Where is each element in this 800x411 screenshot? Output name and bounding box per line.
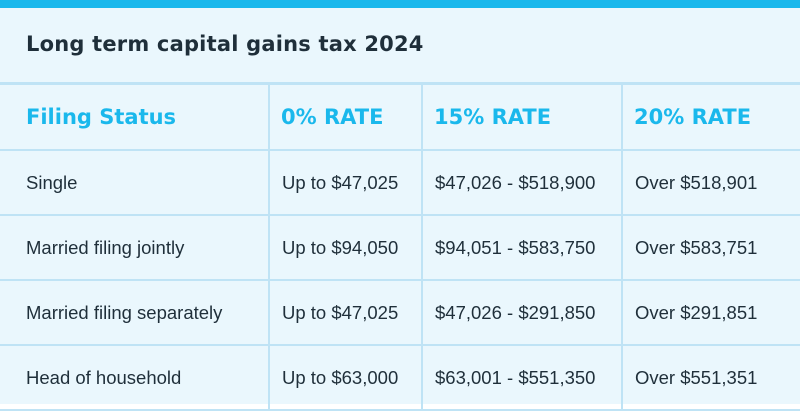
cell-0-rate: Up to $94,050 — [268, 214, 423, 281]
cell-filing-status: Single — [0, 149, 270, 216]
header-15-rate: 15% RATE — [421, 83, 623, 151]
cell-filing-status: Married filing separately — [0, 279, 270, 346]
cell-20-rate: Over $551,351 — [621, 344, 800, 411]
header-filing-status: Filing Status — [0, 83, 270, 151]
title-row: Long term capital gains tax 2024 — [0, 8, 800, 84]
table-row: Married filing jointly Up to $94,050 $94… — [0, 214, 800, 281]
table-title: Long term capital gains tax 2024 — [26, 32, 424, 56]
cell-0-rate: Up to $47,025 — [268, 279, 423, 346]
table-row: Married filing separately Up to $47,025 … — [0, 279, 800, 346]
table-row: Head of household Up to $63,000 $63,001 … — [0, 344, 800, 411]
cell-filing-status: Married filing jointly — [0, 214, 270, 281]
table-header-row: Filing Status 0% RATE 15% RATE 20% RATE — [0, 83, 800, 151]
cell-filing-status: Head of household — [0, 344, 270, 411]
capital-gains-table: Filing Status 0% RATE 15% RATE 20% RATE … — [0, 83, 800, 411]
cell-20-rate: Over $583,751 — [621, 214, 800, 281]
tax-table-card: Long term capital gains tax 2024 Filing … — [0, 8, 800, 411]
cell-15-rate: $47,026 - $291,850 — [421, 279, 623, 346]
cell-15-rate: $47,026 - $518,900 — [421, 149, 623, 216]
cell-20-rate: Over $291,851 — [621, 279, 800, 346]
cell-0-rate: Up to $47,025 — [268, 149, 423, 216]
table-row: Single Up to $47,025 $47,026 - $518,900 … — [0, 149, 800, 216]
cell-15-rate: $94,051 - $583,750 — [421, 214, 623, 281]
cell-20-rate: Over $518,901 — [621, 149, 800, 216]
header-20-rate: 20% RATE — [621, 83, 800, 151]
cell-0-rate: Up to $63,000 — [268, 344, 423, 411]
top-accent-bar — [0, 0, 800, 8]
cell-15-rate: $63,001 - $551,350 — [421, 344, 623, 411]
header-0-rate: 0% RATE — [268, 83, 423, 151]
